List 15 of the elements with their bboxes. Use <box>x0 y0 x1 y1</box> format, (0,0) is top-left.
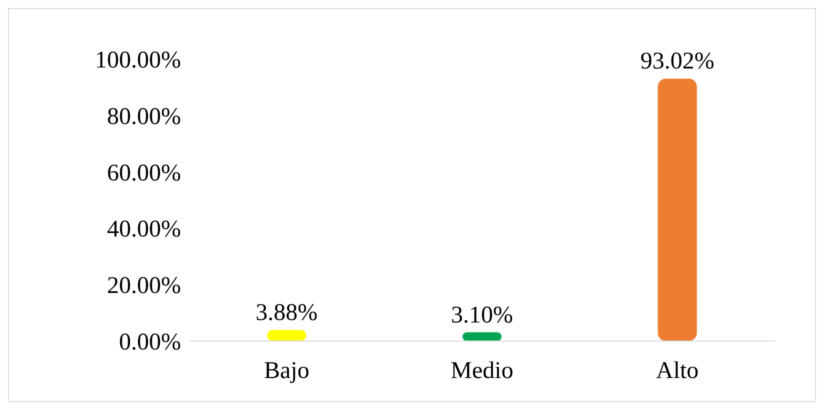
y-tick-label: 40.00% <box>107 216 181 243</box>
data-label: 93.02% <box>640 48 714 75</box>
y-tick-label: 100.00% <box>95 48 181 74</box>
x-tick-label: Medio <box>450 358 514 384</box>
x-tick-label: Alto <box>656 358 699 384</box>
y-tick-label: 0.00% <box>119 330 181 356</box>
y-tick-label: 80.00% <box>107 104 181 130</box>
bar <box>267 330 306 341</box>
bar <box>658 78 697 341</box>
data-label: 3.10% <box>451 302 513 328</box>
data-label: 3.88% <box>256 300 318 326</box>
x-tick-label: Bajo <box>264 358 310 384</box>
y-tick-label: 20.00% <box>107 273 181 300</box>
bar <box>462 332 502 341</box>
y-tick-label: 60.00% <box>107 160 181 186</box>
